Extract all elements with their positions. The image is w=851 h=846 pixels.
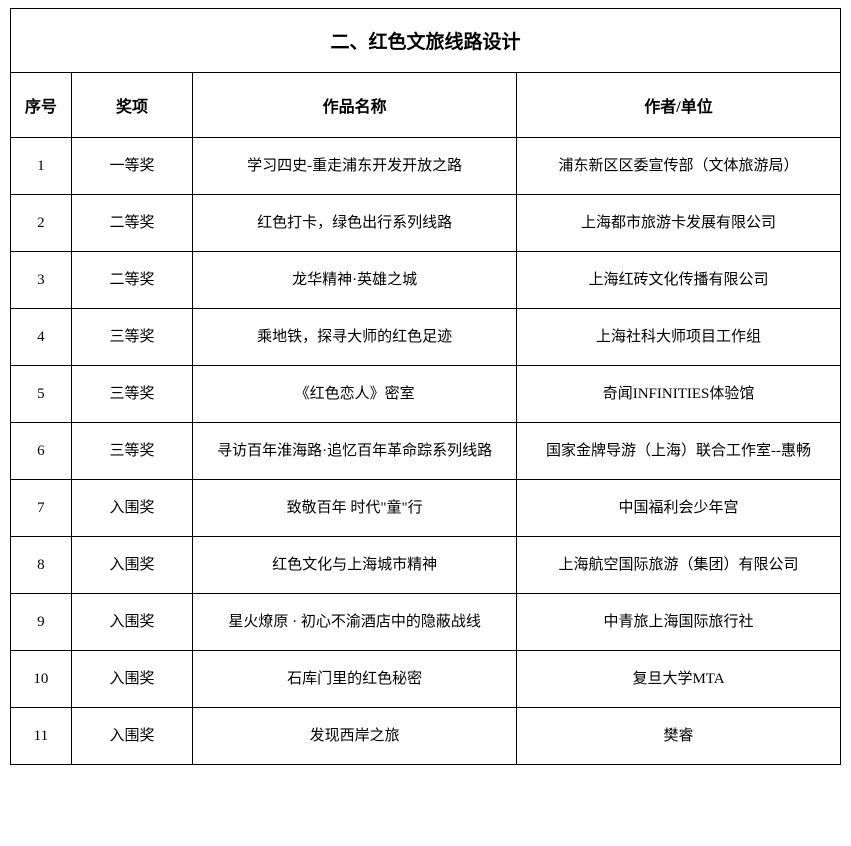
table-header-row: 序号 奖项 作品名称 作者/单位 <box>11 73 841 138</box>
cell-title: 星火燎原 · 初心不渝酒店中的隐蔽战线 <box>193 594 517 651</box>
cell-seq: 10 <box>11 651 72 708</box>
table-row: 11 入围奖 发现西岸之旅 樊睿 <box>11 708 841 765</box>
table-title-row: 二、红色文旅线路设计 <box>11 9 841 73</box>
cell-title: 乘地铁，探寻大师的红色足迹 <box>193 309 517 366</box>
cell-title: 红色打卡，绿色出行系列线路 <box>193 195 517 252</box>
award-table: 二、红色文旅线路设计 序号 奖项 作品名称 作者/单位 1 一等奖 学习四史-重… <box>10 8 841 765</box>
cell-seq: 11 <box>11 708 72 765</box>
cell-seq: 2 <box>11 195 72 252</box>
cell-seq: 9 <box>11 594 72 651</box>
cell-author: 中青旅上海国际旅行社 <box>517 594 841 651</box>
cell-author: 浦东新区区委宣传部（文体旅游局） <box>517 138 841 195</box>
cell-award: 入围奖 <box>71 480 192 537</box>
cell-author: 奇闻INFINITIES体验馆 <box>517 366 841 423</box>
cell-seq: 7 <box>11 480 72 537</box>
table-row: 7 入围奖 致敬百年 时代"童"行 中国福利会少年宫 <box>11 480 841 537</box>
table-row: 8 入围奖 红色文化与上海城市精神 上海航空国际旅游（集团）有限公司 <box>11 537 841 594</box>
cell-title: 致敬百年 时代"童"行 <box>193 480 517 537</box>
table-title: 二、红色文旅线路设计 <box>11 9 841 73</box>
cell-title: 红色文化与上海城市精神 <box>193 537 517 594</box>
cell-seq: 8 <box>11 537 72 594</box>
table-row: 9 入围奖 星火燎原 · 初心不渝酒店中的隐蔽战线 中青旅上海国际旅行社 <box>11 594 841 651</box>
cell-seq: 1 <box>11 138 72 195</box>
cell-award: 二等奖 <box>71 195 192 252</box>
table-row: 10 入围奖 石库门里的红色秘密 复旦大学MTA <box>11 651 841 708</box>
cell-award: 三等奖 <box>71 366 192 423</box>
cell-award: 一等奖 <box>71 138 192 195</box>
table-row: 5 三等奖 《红色恋人》密室 奇闻INFINITIES体验馆 <box>11 366 841 423</box>
table-row: 3 二等奖 龙华精神·英雄之城 上海红砖文化传播有限公司 <box>11 252 841 309</box>
header-seq: 序号 <box>11 73 72 138</box>
cell-title: 石库门里的红色秘密 <box>193 651 517 708</box>
cell-award: 二等奖 <box>71 252 192 309</box>
cell-author: 上海航空国际旅游（集团）有限公司 <box>517 537 841 594</box>
header-title: 作品名称 <box>193 73 517 138</box>
cell-title: 《红色恋人》密室 <box>193 366 517 423</box>
header-author: 作者/单位 <box>517 73 841 138</box>
cell-author: 上海都市旅游卡发展有限公司 <box>517 195 841 252</box>
cell-title: 学习四史-重走浦东开发开放之路 <box>193 138 517 195</box>
cell-award: 入围奖 <box>71 537 192 594</box>
cell-title: 龙华精神·英雄之城 <box>193 252 517 309</box>
cell-author: 复旦大学MTA <box>517 651 841 708</box>
cell-seq: 3 <box>11 252 72 309</box>
cell-award: 三等奖 <box>71 309 192 366</box>
cell-author: 上海社科大师项目工作组 <box>517 309 841 366</box>
cell-title: 发现西岸之旅 <box>193 708 517 765</box>
cell-author: 樊睿 <box>517 708 841 765</box>
cell-award: 三等奖 <box>71 423 192 480</box>
cell-seq: 4 <box>11 309 72 366</box>
cell-author: 中国福利会少年宫 <box>517 480 841 537</box>
table-row: 6 三等奖 寻访百年淮海路·追忆百年革命踪系列线路 国家金牌导游（上海）联合工作… <box>11 423 841 480</box>
table-row: 4 三等奖 乘地铁，探寻大师的红色足迹 上海社科大师项目工作组 <box>11 309 841 366</box>
cell-author: 国家金牌导游（上海）联合工作室--惠畅 <box>517 423 841 480</box>
table-row: 2 二等奖 红色打卡，绿色出行系列线路 上海都市旅游卡发展有限公司 <box>11 195 841 252</box>
cell-author: 上海红砖文化传播有限公司 <box>517 252 841 309</box>
cell-seq: 5 <box>11 366 72 423</box>
cell-award: 入围奖 <box>71 594 192 651</box>
cell-title: 寻访百年淮海路·追忆百年革命踪系列线路 <box>193 423 517 480</box>
cell-seq: 6 <box>11 423 72 480</box>
header-award: 奖项 <box>71 73 192 138</box>
table-row: 1 一等奖 学习四史-重走浦东开发开放之路 浦东新区区委宣传部（文体旅游局） <box>11 138 841 195</box>
cell-award: 入围奖 <box>71 651 192 708</box>
cell-award: 入围奖 <box>71 708 192 765</box>
